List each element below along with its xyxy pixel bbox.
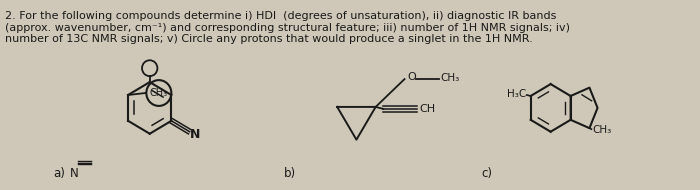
Text: CH₃: CH₃ (592, 125, 612, 135)
Text: b): b) (284, 167, 296, 180)
Text: CH₃: CH₃ (150, 88, 168, 98)
Text: (approx. wavenumber, cm⁻¹) and corresponding structural feature; iii) number of : (approx. wavenumber, cm⁻¹) and correspon… (4, 23, 570, 32)
Text: N: N (190, 128, 200, 141)
Text: N: N (70, 167, 78, 180)
Text: CH₃: CH₃ (440, 73, 459, 83)
Text: H₃C: H₃C (507, 89, 526, 99)
Text: CH: CH (419, 104, 435, 114)
Text: c): c) (482, 167, 492, 180)
Text: 2. For the following compounds determine i) HDI  (degrees of unsaturation), ii) : 2. For the following compounds determine… (4, 11, 556, 21)
Text: a): a) (54, 167, 65, 180)
Text: number of 13C NMR signals; v) Circle any protons that would produce a singlet in: number of 13C NMR signals; v) Circle any… (4, 34, 532, 44)
Text: O: O (407, 72, 416, 82)
